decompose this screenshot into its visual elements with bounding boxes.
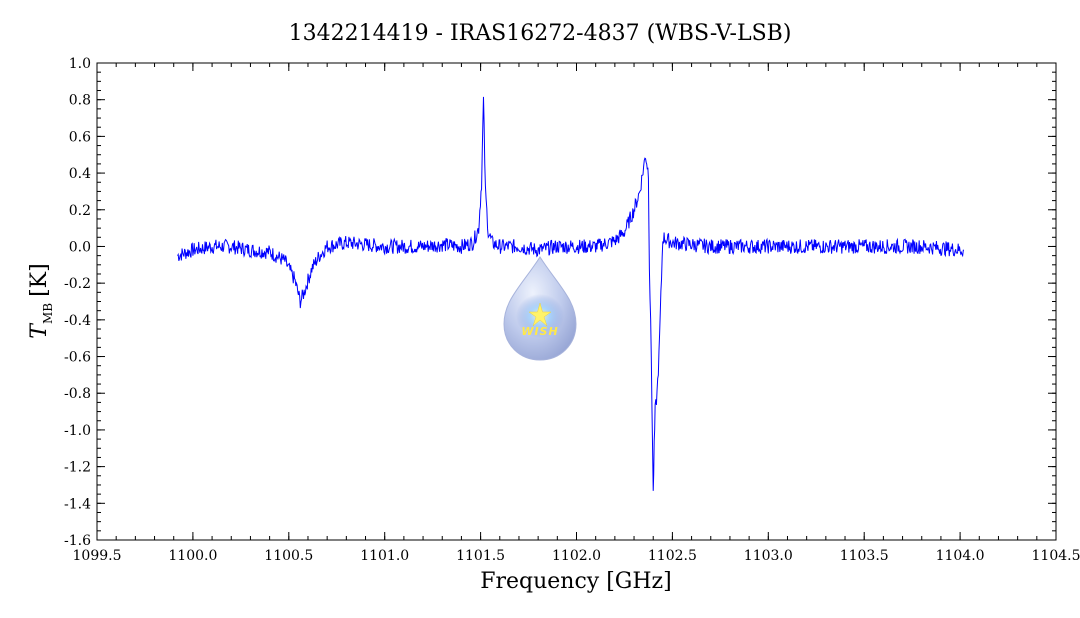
y-tick-label: -0.8: [64, 386, 91, 402]
x-axis-label: Frequency [GHz]: [480, 569, 672, 594]
y-tick-label: -1.0: [64, 423, 91, 439]
x-tick-label: 1101.5: [456, 548, 505, 564]
y-tick-label: 0.6: [69, 129, 91, 145]
y-axis: 1.0 0.8 0.6 0.4 0.2 0.0 -0.2 -0.4 -0.6 -0.8 -1.0 -1…: [64, 56, 1056, 549]
y-axis-label-main: T: [27, 322, 52, 339]
x-tick-label: 1103.0: [744, 548, 793, 564]
x-tick-label: 1099.5: [73, 548, 122, 564]
y-tick-label: -0.2: [64, 276, 91, 292]
y-tick-label: -1.6: [64, 533, 91, 549]
y-tick-label: 0.0: [69, 239, 91, 255]
plot-frame: [96, 62, 1057, 541]
y-tick-label: 0.2: [69, 203, 91, 219]
y-axis-label-sub: MB: [41, 303, 55, 324]
x-axis: 1099.5 1100.0 1100.5 1101.0 1101.5 1102.0 1102…: [73, 63, 1080, 564]
chart-title: 1342214419 - IRAS16272-4837 (WBS-V-LSB): [289, 21, 792, 46]
watermark-logo: WISH: [503, 256, 577, 361]
y-tick-label: 1.0: [69, 56, 91, 72]
y-tick-label: -0.4: [64, 313, 91, 329]
y-tick-label: 0.4: [69, 166, 91, 182]
x-tick-label: 1102.0: [552, 548, 601, 564]
y-tick-label: -0.6: [64, 350, 91, 366]
x-tick-label: 1102.5: [648, 548, 697, 564]
x-tick-label: 1100.5: [264, 548, 313, 564]
y-axis-label-unit: [K]: [27, 263, 52, 297]
x-tick-label: 1100.0: [168, 548, 217, 564]
x-tick-label: 1104.5: [1032, 548, 1080, 564]
x-tick-label: 1103.5: [840, 548, 889, 564]
y-tick-label: -1.2: [64, 460, 91, 476]
y-tick-label: 0.8: [69, 93, 91, 109]
x-tick-label: 1104.0: [936, 548, 985, 564]
x-tick-label: 1101.0: [360, 548, 409, 564]
watermark-text: WISH: [521, 325, 558, 338]
y-tick-label: -1.4: [64, 496, 91, 512]
y-axis-label: TMB [K]: [27, 263, 55, 338]
spectrum-line: [177, 96, 965, 491]
